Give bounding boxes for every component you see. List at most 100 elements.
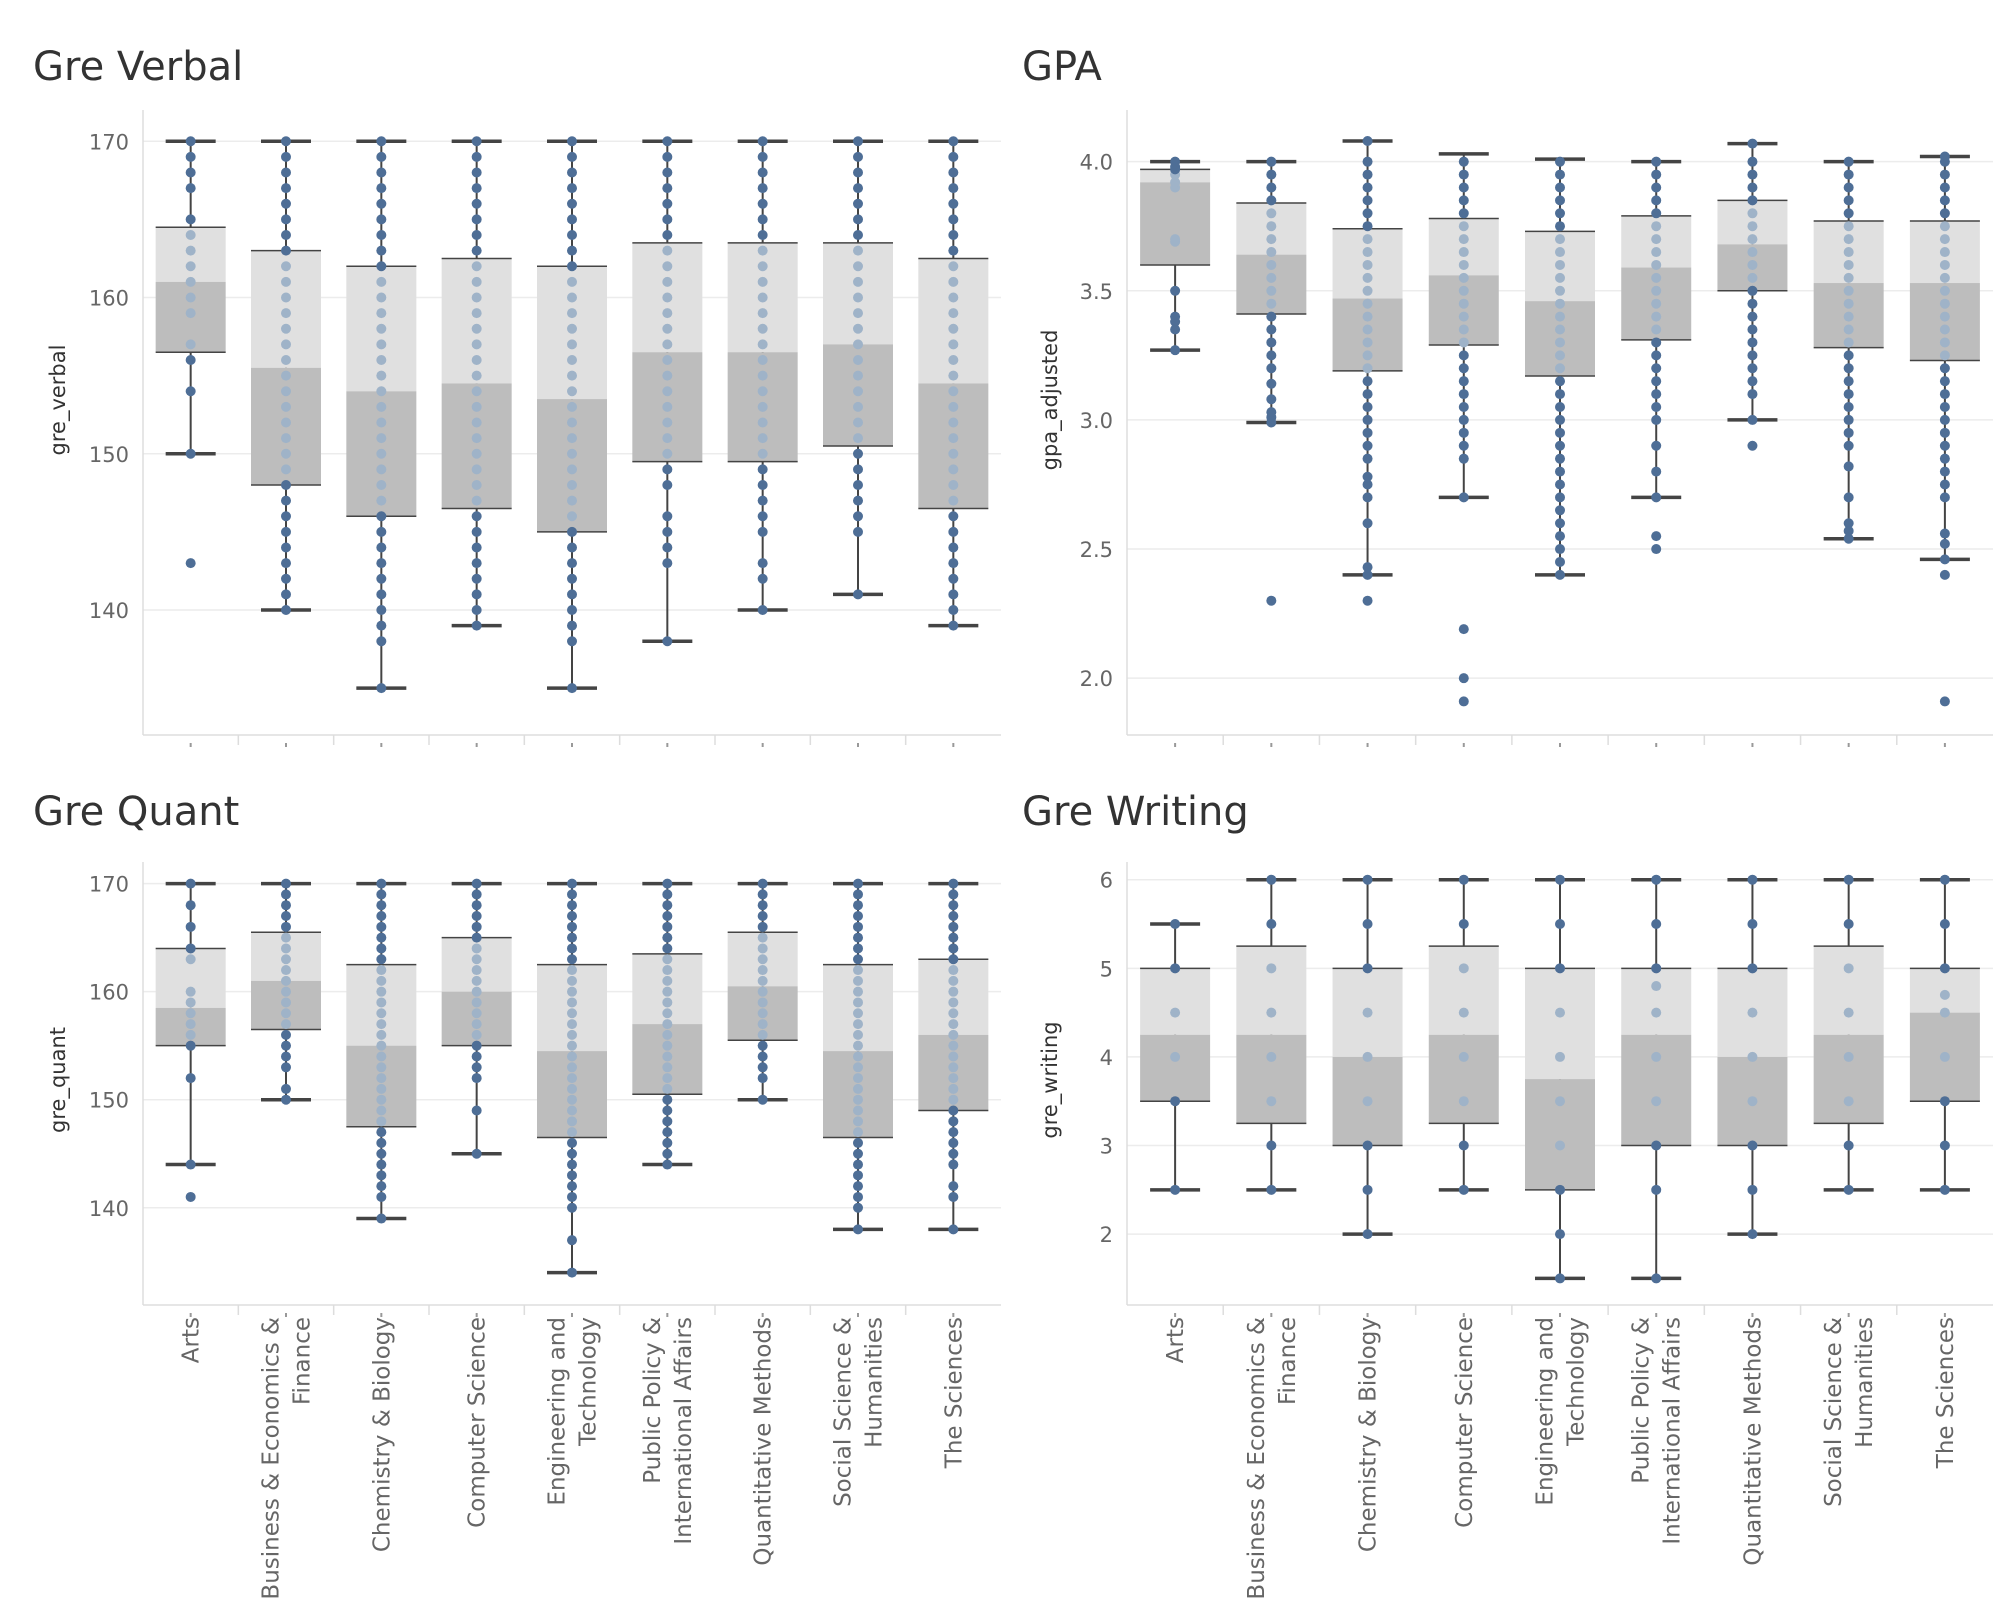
data-point (376, 1191, 387, 1202)
data-point (1362, 182, 1373, 193)
data-point (1747, 376, 1758, 387)
box-2 (237, 136, 321, 747)
data-point (376, 245, 387, 256)
data-point (1458, 402, 1469, 413)
data-point (853, 965, 863, 976)
data-point (948, 911, 959, 922)
data-point (567, 276, 577, 287)
data-point (1843, 350, 1854, 361)
data-point (853, 932, 863, 943)
data-point (948, 1040, 959, 1051)
data-point (1362, 1007, 1373, 1018)
data-point (567, 636, 577, 647)
data-point (1843, 208, 1854, 219)
data-point (948, 1073, 959, 1084)
data-point (376, 526, 387, 537)
data-point (376, 1127, 387, 1138)
box-lower-hinge (1140, 182, 1211, 265)
data-point (757, 921, 768, 932)
data-point (1458, 414, 1469, 425)
data-point (1362, 208, 1373, 219)
data-point (853, 878, 863, 889)
data-point (185, 261, 196, 272)
data-point (376, 1019, 387, 1030)
data-point (1458, 427, 1469, 438)
data-point (471, 954, 482, 965)
data-point (1170, 1007, 1181, 1018)
data-point (1939, 427, 1950, 438)
category-label: Quantitative Methods (751, 1317, 777, 1566)
data-point (281, 1040, 291, 1051)
data-point (185, 151, 196, 162)
data-point (662, 965, 673, 976)
data-point (1939, 311, 1950, 322)
data-point (1939, 1051, 1950, 1062)
data-point (567, 1181, 577, 1192)
data-point (567, 889, 577, 900)
data-point (567, 355, 577, 365)
data-point (1939, 363, 1950, 374)
category-label-line: International Affairs (1660, 1317, 1686, 1545)
data-point (1555, 156, 1565, 167)
data-point (662, 386, 673, 397)
data-point (853, 1181, 863, 1192)
box-7 (714, 878, 798, 1317)
data-point (1362, 169, 1373, 180)
data-point (853, 308, 863, 319)
box-2 (1222, 874, 1307, 1317)
data-point (662, 986, 673, 997)
data-point (471, 589, 482, 600)
panel-gre-verbal: Gre Verbal gre_verbal 140 150 160 170 (33, 44, 1001, 747)
data-point (948, 889, 959, 900)
data-point (1843, 363, 1854, 374)
data-point (948, 1148, 959, 1159)
data-point (1170, 311, 1181, 322)
data-point (757, 997, 768, 1008)
data-point (567, 308, 577, 319)
data-point (662, 1029, 673, 1040)
data-point (1747, 963, 1758, 974)
data-point (1266, 234, 1277, 245)
data-point (757, 308, 768, 319)
data-point (662, 889, 673, 900)
data-point (1651, 350, 1662, 361)
data-point (948, 1159, 959, 1170)
box-upper-hinge (1813, 946, 1884, 1035)
data-point (1458, 1184, 1469, 1195)
data-point (757, 339, 768, 350)
data-point (281, 1008, 291, 1019)
data-point (1651, 1051, 1662, 1062)
data-point (471, 620, 482, 631)
data-point (662, 1073, 673, 1084)
data-point (567, 386, 577, 397)
data-point (376, 1083, 387, 1094)
data-point (1555, 1140, 1565, 1151)
data-point (1651, 1007, 1662, 1018)
data-point (853, 495, 863, 506)
data-point (1843, 247, 1854, 258)
data-point (948, 1094, 959, 1105)
data-point (1555, 963, 1565, 974)
data-point (757, 370, 768, 381)
data-point (1843, 195, 1854, 206)
data-point (567, 261, 577, 272)
data-point (1555, 531, 1565, 542)
data-point (376, 1040, 387, 1051)
box-6 (618, 878, 703, 1317)
data-point (853, 900, 863, 911)
data-point (1939, 389, 1950, 400)
data-point (471, 889, 482, 900)
data-point (1555, 324, 1565, 335)
category-label: Social Science & Humanities (1821, 1317, 1878, 1507)
data-point (471, 975, 482, 986)
data-point (853, 1170, 863, 1181)
data-point (1939, 963, 1950, 974)
data-point (948, 1137, 959, 1148)
data-point (1458, 874, 1469, 885)
data-point (662, 1159, 673, 1170)
data-point (757, 198, 768, 209)
data-point (1362, 427, 1373, 438)
data-point (757, 1029, 768, 1040)
data-point (376, 480, 387, 490)
data-point (1555, 1184, 1565, 1195)
